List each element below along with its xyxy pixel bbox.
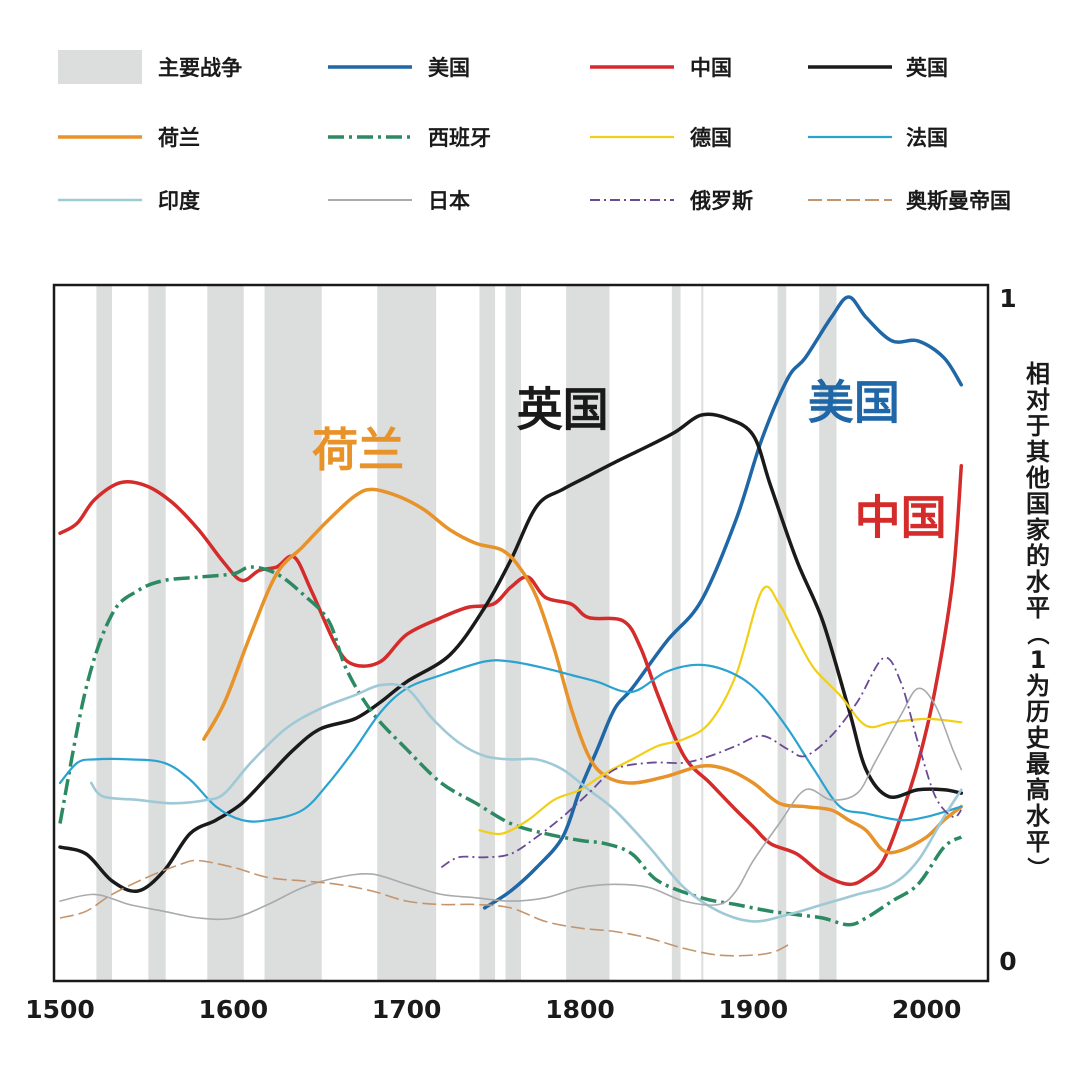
y-axis-label-char: 家 [1026,516,1050,544]
y-axis-label-char: 他 [1025,464,1050,492]
legend-label-series-11: 奥斯曼帝国 [906,189,1011,213]
legend-label-series-9: 日本 [428,189,470,213]
plot-frame [52,283,990,983]
legend-swatch-wars [58,50,142,84]
series-8-line [89,682,963,923]
legend-label-wars: 主要战争 [158,56,242,80]
y-axis-label-char: 最 [1026,750,1051,778]
x-tick-label: 1700 [372,995,442,1024]
legend-label-series-5: 西班牙 [428,126,491,150]
war-band [505,285,522,981]
y-axis-label-char: ） [1024,857,1049,879]
war-band [148,285,166,981]
legend-label-series-2: 中国 [690,56,732,80]
y-axis-label-char: 于 [1026,412,1050,440]
legend-label-series-8: 印度 [158,189,200,213]
y-axis-label-char: 平 [1026,828,1050,856]
y-axis-label-char: 高 [1026,776,1050,804]
annotation-label: 英国 [517,382,609,436]
war-band [264,285,322,981]
y-axis-label-char: 对 [1026,386,1050,414]
y-axis-label-char: 相 [1026,360,1050,388]
y-axis-label-char: （ [1024,623,1049,645]
war-band [479,285,496,981]
x-tick-label: 1900 [719,995,789,1024]
series-lines [58,295,964,957]
legend-label-series-10: 俄罗斯 [689,189,753,213]
series-11-line [59,859,789,957]
series-5-line [58,565,963,927]
annotation-label: 美国 [808,376,900,430]
legend-label-series-4: 荷兰 [158,126,200,150]
x-tick-label: 2000 [892,995,962,1024]
legend-label-series-1: 美国 [428,56,470,80]
war-band [566,285,610,981]
y-tick-label: 1 [999,284,1016,313]
y-axis-label-char: 水 [1026,568,1051,596]
legend-label-series-7: 法国 [906,126,948,150]
y-axis-label-char: 平 [1026,594,1050,622]
y-axis-ticks: 01 [999,284,1016,976]
y-axis-label-char: 水 [1026,802,1051,830]
series-7-line [58,659,963,823]
legend-label-series-3: 英国 [906,56,948,80]
x-tick-label: 1600 [199,995,269,1024]
y-axis-label-char: 其 [1026,438,1050,466]
series-1-line [482,295,964,910]
war-band [207,285,244,981]
y-axis-label-char: 历 [1026,698,1050,726]
series-6-line [478,585,963,836]
series-4-line [202,487,964,855]
y-axis-label-char: 1 [1030,646,1047,674]
y-axis-label-char: 国 [1026,490,1050,518]
y-axis-label-char: 为 [1026,672,1050,700]
x-tick-label: 1500 [25,995,95,1024]
y-tick-label: 0 [999,947,1016,976]
legend-label-series-6: 德国 [690,126,732,150]
series-9-line [59,687,963,921]
y-axis-label-char: 史 [1026,724,1051,752]
series-2-line [58,464,964,887]
series-3-line [58,412,964,894]
annotation-label: 中国 [855,490,947,544]
y-axis-label-char: 的 [1026,542,1050,570]
x-axis-ticks: 1500 1600 1700 1800 1900 2000 [25,995,961,1024]
war-band [777,285,787,981]
x-tick-label: 1800 [545,995,615,1024]
series-10-line [440,656,962,869]
annotation-label: 荷兰 [312,423,404,477]
war-band [701,285,704,981]
